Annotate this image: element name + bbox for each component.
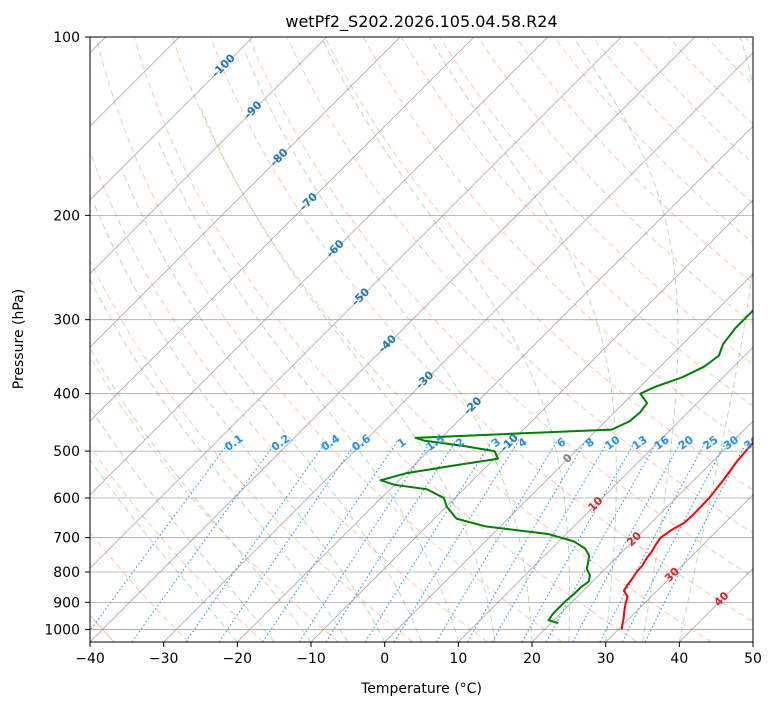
x-tick-label: 30	[597, 651, 615, 667]
moist-adiabat-line	[92, 201, 386, 642]
mixing-ratio-line	[298, 440, 432, 642]
y-tick-label: 800	[53, 565, 80, 581]
temperature-line	[620, 441, 753, 630]
mixing-ratio-line	[218, 440, 358, 642]
dry-adiabat-line	[515, 37, 753, 284]
mixing-ratio-line	[467, 440, 587, 642]
y-axis-label: Pressure (hPa)	[11, 289, 27, 389]
y-tick-label: 500	[53, 444, 80, 460]
y-tick-label: 200	[53, 208, 80, 224]
x-tick-label: −30	[149, 651, 179, 667]
dry-adiabat-line	[90, 259, 414, 642]
dry-adiabat-line	[171, 37, 712, 642]
dry-adiabat-line	[210, 37, 753, 623]
mixing-ratio-line	[364, 440, 493, 642]
dry-adiabat-line	[248, 37, 753, 578]
y-tick-label: 900	[53, 595, 80, 611]
mixing-ratio-line	[325, 440, 457, 642]
sounding-series	[379, 309, 753, 630]
y-tick-label: 700	[53, 531, 80, 547]
plot-frame	[89, 36, 754, 643]
isotherm-line	[384, 273, 753, 642]
moist-adiabat-line	[243, 49, 533, 642]
isotherm-line	[458, 346, 753, 642]
dry-adiabat-line	[90, 356, 339, 642]
moist-adiabat-line	[90, 406, 275, 642]
mixing-ratio-line	[521, 440, 637, 642]
x-tick-label: 20	[523, 651, 541, 667]
pressure-grid	[90, 37, 753, 630]
dry-adiabat-line	[90, 445, 264, 642]
isotherms	[90, 37, 753, 642]
moist-adiabat-line	[157, 141, 459, 642]
isotherm-line	[531, 420, 753, 642]
moist-adiabat-line	[90, 347, 312, 642]
mixing-ratio-line	[545, 440, 659, 642]
isotherm-line	[90, 37, 475, 422]
dry-adiabat-line	[133, 37, 638, 642]
moist-adiabat-line	[198, 104, 496, 642]
x-tick-label: −20	[223, 651, 253, 667]
dry-adiabat-line	[286, 37, 753, 534]
isotherm-line	[605, 494, 753, 642]
isotherm-line	[90, 37, 254, 201]
isotherm-line	[90, 37, 548, 496]
x-tick-label: 40	[670, 651, 688, 667]
y-tick-label: 300	[53, 313, 80, 329]
isotherm-line	[237, 125, 753, 642]
mixing-ratio-label: 36	[742, 433, 762, 453]
dry-adiabat-line	[95, 37, 563, 642]
moist-adiabat-line	[320, 37, 571, 642]
y-tick-label: 100	[53, 30, 80, 46]
dry-adiabats	[90, 37, 753, 642]
moist-adiabat-line	[572, 37, 679, 642]
x-axis-ticks: −40 −30 −20 −10 0 10 20 30 40 50	[75, 642, 762, 667]
moist-adiabat-line	[428, 37, 617, 642]
mixing-ratio-line	[185, 440, 328, 642]
dewpoint-line	[379, 309, 753, 624]
isotherm-line	[90, 37, 696, 642]
isotherm-line	[90, 37, 622, 569]
y-tick-label: 1000	[44, 622, 80, 638]
isotherm-line	[163, 52, 753, 642]
moist-adiabat-line	[678, 37, 753, 642]
chart-title: wetPf2_S202.2026.105.04.58.R24	[285, 12, 557, 32]
moist-adiabat-line	[90, 459, 238, 642]
x-tick-label: −40	[75, 651, 105, 667]
y-tick-label: 600	[53, 491, 80, 507]
x-tick-label: 0	[380, 651, 389, 667]
mixing-ratio-line	[644, 440, 748, 642]
isotherm-line	[90, 37, 327, 275]
mixing-ratio-line	[572, 440, 683, 642]
dry-adiabat-line	[324, 37, 753, 491]
mixing-ratio-line	[131, 440, 278, 642]
y-axis-ticks: 100 200 300 400 500 600 700 800 900 1000	[44, 30, 90, 638]
x-tick-label: 50	[744, 651, 762, 667]
moist-adiabat-line	[123, 173, 422, 642]
x-tick-label: 10	[449, 651, 467, 667]
x-tick-label: −10	[296, 651, 326, 667]
mixing-ratio-line	[90, 440, 231, 632]
mixing-ratio-line	[435, 440, 558, 642]
isotherm-line	[90, 37, 401, 348]
mixing-ratio-line	[262, 440, 399, 642]
y-tick-label: 400	[53, 387, 80, 403]
isotherm-line	[310, 199, 753, 642]
x-axis-label: Temperature (°C)	[360, 681, 482, 697]
